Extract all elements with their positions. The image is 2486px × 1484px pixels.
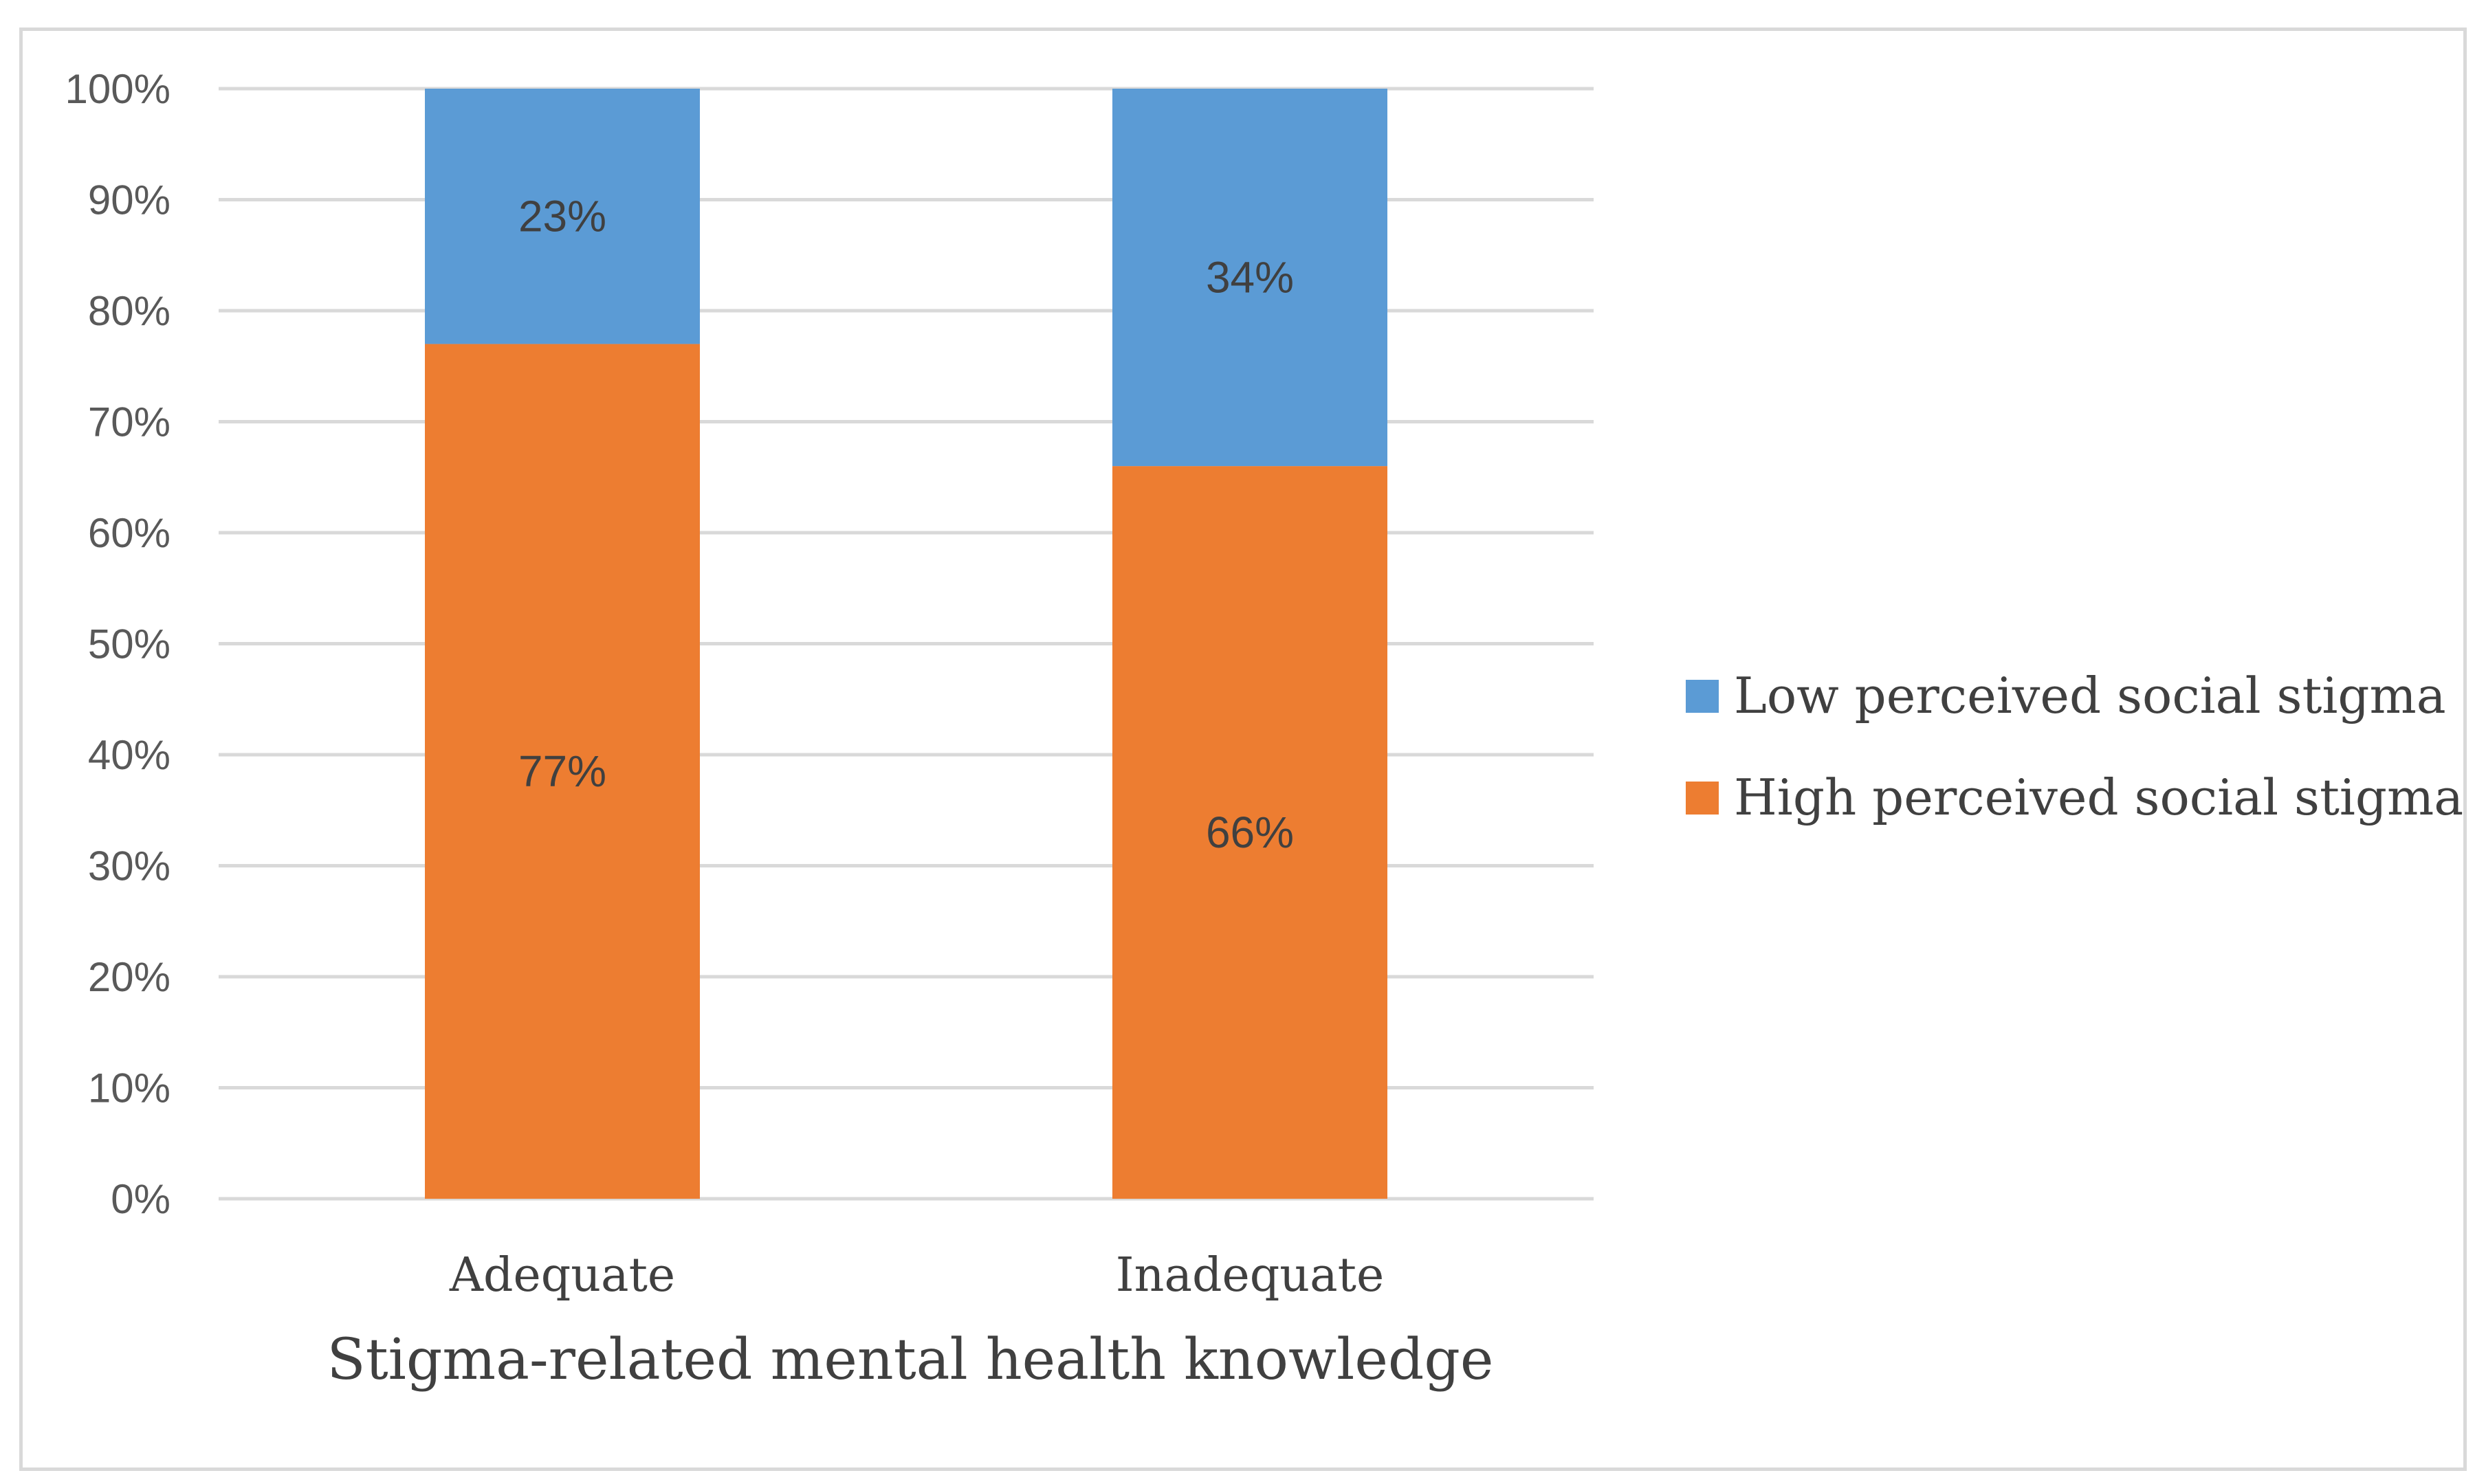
bar-segment bbox=[1112, 89, 1387, 467]
bar-segment bbox=[425, 89, 700, 344]
y-tick-label: 60% bbox=[88, 510, 170, 556]
bar-segment bbox=[1112, 466, 1387, 1199]
y-tick-label: 0% bbox=[111, 1176, 170, 1222]
legend-label: Low perceived social stigma bbox=[1734, 667, 2446, 724]
legend-swatch bbox=[1686, 680, 1719, 713]
legend-swatch bbox=[1686, 782, 1719, 815]
y-tick-label: 30% bbox=[88, 843, 170, 889]
legend-label: High perceived social stigma bbox=[1734, 768, 2463, 826]
data-label: 77% bbox=[518, 746, 606, 796]
y-tick-label: 80% bbox=[88, 288, 170, 334]
y-tick-label: 50% bbox=[88, 621, 170, 667]
x-axis-categories: Adequate Inadequate bbox=[449, 1248, 1384, 1303]
y-tick-label: 10% bbox=[88, 1065, 170, 1111]
y-tick-label: 90% bbox=[88, 177, 170, 223]
data-label: 34% bbox=[1206, 253, 1294, 302]
y-tick-label: 40% bbox=[88, 732, 170, 778]
x-axis-title: Stigma-related mental health knowledge bbox=[327, 1327, 1494, 1393]
bar-segment bbox=[425, 344, 700, 1199]
y-tick-label: 20% bbox=[88, 954, 170, 1000]
data-labels: 77% 23% 66% 34% bbox=[518, 192, 1294, 857]
data-label: 66% bbox=[1206, 808, 1294, 857]
x-category-label: Adequate bbox=[449, 1248, 675, 1303]
bars bbox=[425, 89, 1387, 1199]
x-category-label: Inadequate bbox=[1116, 1248, 1384, 1303]
y-tick-label: 100% bbox=[65, 66, 170, 112]
y-tick-label: 70% bbox=[88, 399, 170, 445]
y-axis-ticks: 0% 10% 20% 30% 40% 50% 60% 70% 80% 90% 100% bbox=[65, 66, 170, 1222]
data-label: 23% bbox=[518, 192, 606, 241]
legend: Low perceived social stigma High perceive… bbox=[1686, 667, 2463, 826]
